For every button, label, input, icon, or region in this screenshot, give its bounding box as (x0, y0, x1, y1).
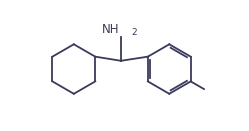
Text: 2: 2 (131, 28, 136, 37)
Text: NH: NH (102, 23, 120, 36)
